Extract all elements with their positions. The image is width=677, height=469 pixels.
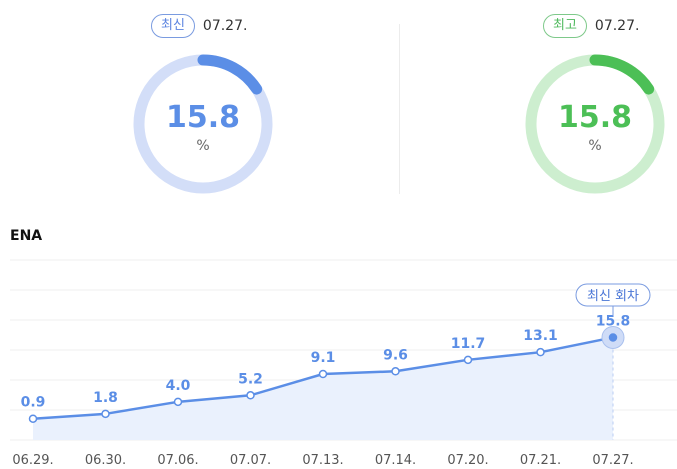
x-tick-label: 07.07. bbox=[230, 453, 271, 468]
data-point bbox=[536, 347, 545, 357]
data-point bbox=[463, 355, 473, 365]
data-label: 9.6 bbox=[383, 347, 408, 363]
callout-label: 최신 회차 bbox=[587, 289, 639, 304]
best-header: 최고 07.27. bbox=[543, 14, 639, 38]
data-label: 9.1 bbox=[311, 350, 336, 366]
latest-unit: % bbox=[196, 138, 210, 154]
panel-divider bbox=[399, 24, 400, 194]
data-label: 1.8 bbox=[93, 390, 118, 406]
data-point bbox=[391, 367, 400, 376]
x-tick-label: 06.29. bbox=[12, 453, 53, 468]
rating-line-chart: 0.9 06.29. 1.8 06.30. 4.0 07.06. 5.2 07.07. 9.1 0… bbox=[10, 259, 677, 468]
data-point bbox=[318, 369, 328, 379]
data-point bbox=[28, 414, 38, 423]
best-unit: % bbox=[588, 138, 602, 154]
chart-title: ENA bbox=[10, 228, 43, 244]
x-tick-label: 07.20. bbox=[447, 453, 488, 468]
latest-value: 15.8 bbox=[165, 100, 241, 135]
best-gauge: 15.8 % bbox=[523, 52, 667, 196]
latest-gauge: 15.8 % bbox=[131, 52, 275, 196]
x-tick-label: 06.30. bbox=[85, 453, 126, 468]
best-rating-panel: 최고 07.27. 15.8 % bbox=[339, 0, 677, 200]
latest-gauge-fill bbox=[133, 54, 273, 194]
x-tick-label: 07.13. bbox=[302, 453, 343, 468]
data-point bbox=[608, 333, 618, 342]
latest-date: 07.27. bbox=[202, 18, 248, 34]
data-label: 15.8 bbox=[596, 313, 631, 329]
data-label: 11.7 bbox=[451, 336, 486, 352]
data-label: 5.2 bbox=[238, 371, 263, 387]
data-label: 0.9 bbox=[21, 395, 46, 411]
data-point bbox=[173, 397, 183, 407]
best-gauge-fill bbox=[525, 54, 665, 194]
latest-rating-panel: 최신 07.27. 15.8 % bbox=[0, 0, 338, 200]
x-tick-label: 07.14. bbox=[375, 453, 416, 468]
data-point bbox=[101, 409, 110, 419]
best-date: 07.27. bbox=[594, 18, 640, 34]
x-tick-label: 07.27. bbox=[592, 453, 633, 468]
x-tick-label: 07.06. bbox=[157, 453, 198, 468]
data-point bbox=[246, 391, 255, 400]
latest-badge: 최신 bbox=[151, 14, 195, 38]
best-value: 15.8 bbox=[557, 100, 633, 135]
data-label: 13.1 bbox=[523, 328, 558, 344]
best-badge: 최고 bbox=[543, 14, 587, 38]
latest-header: 최신 07.27. bbox=[151, 14, 247, 38]
x-tick-label: 07.21. bbox=[520, 453, 561, 468]
data-label: 4.0 bbox=[166, 378, 191, 394]
